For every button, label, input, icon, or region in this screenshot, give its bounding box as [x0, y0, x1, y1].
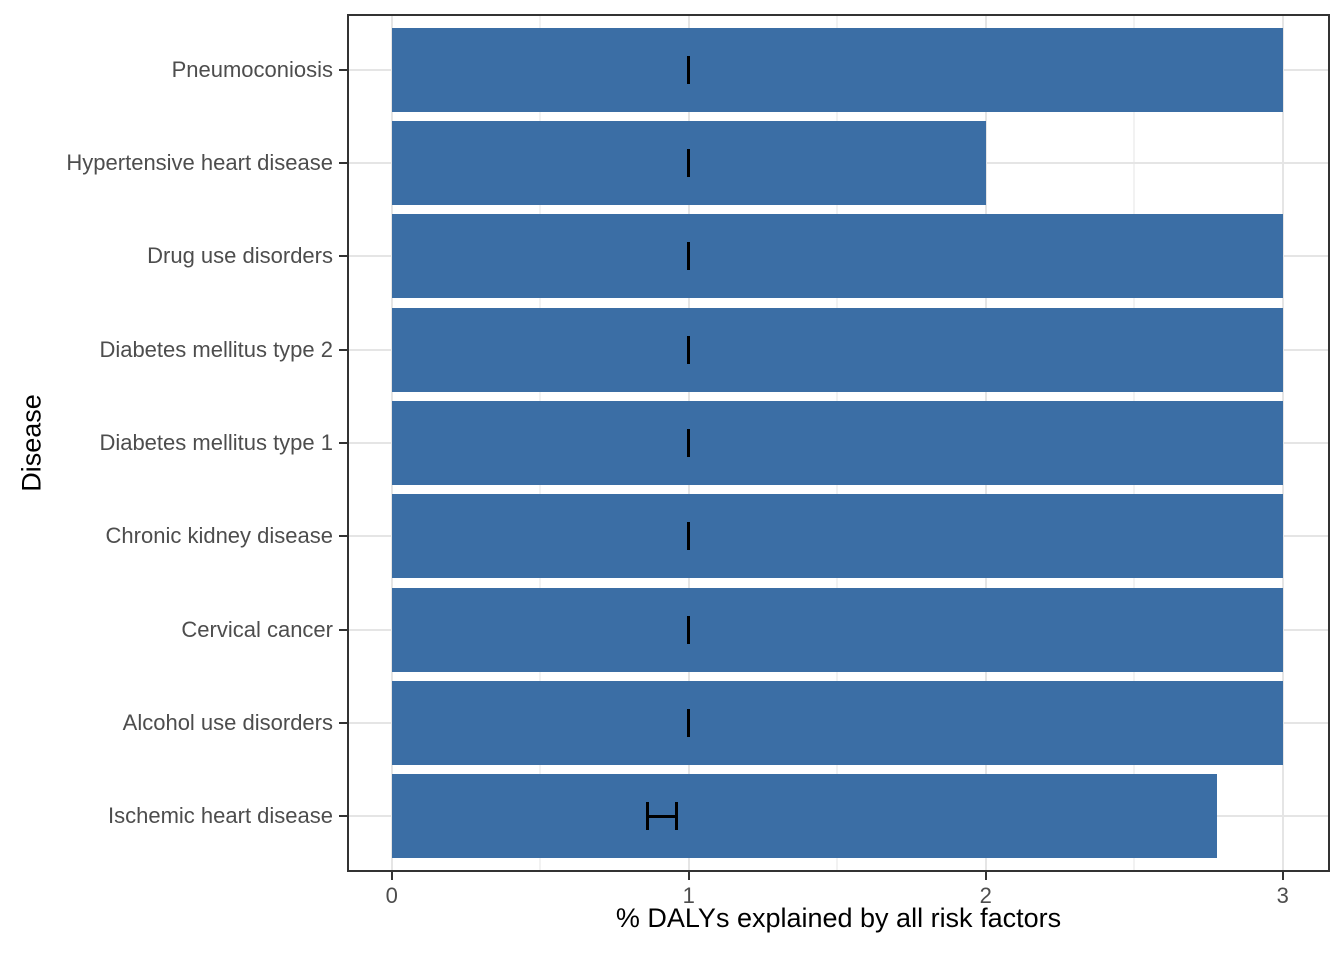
error-bar-cap-low: [687, 55, 691, 84]
y-axis-tick: [339, 348, 347, 351]
error-bar-cap-low: [687, 708, 691, 737]
error-bar-cap-low: [687, 149, 691, 178]
plot-panel: [347, 14, 1330, 872]
error-bar-cap-low: [687, 335, 691, 364]
x-axis-tick: [1281, 872, 1284, 880]
y-axis-tick: [339, 162, 347, 165]
x-tick-label: 3: [1276, 883, 1289, 908]
y-tick-label: Pneumoconiosis: [171, 56, 333, 82]
y-tick-label: Diabetes mellitus type 2: [99, 336, 333, 362]
x-axis-title: % DALYs explained by all risk factors: [615, 903, 1062, 933]
x-tick-label: 2: [979, 883, 992, 908]
bar-5: [391, 400, 1283, 485]
error-bar-cap-low: [687, 522, 691, 551]
y-tick-label: Ischemic heart disease: [108, 803, 333, 829]
bar-1: [391, 27, 1283, 112]
x-axis-tick: [984, 872, 987, 880]
error-bar-cap-high: [675, 802, 679, 831]
y-axis-tick: [339, 441, 347, 444]
y-axis-tick: [339, 535, 347, 538]
x-axis-tick: [390, 872, 393, 880]
error-bar-cap-low: [687, 428, 691, 457]
y-axis-tick: [339, 255, 347, 258]
y-tick-label: Alcohol use disorders: [122, 709, 333, 735]
y-axis-tick: [339, 721, 347, 724]
y-axis-tick: [339, 68, 347, 71]
bar-4: [391, 307, 1283, 392]
error-bar-line: [647, 814, 677, 818]
x-tick-label: 0: [385, 883, 398, 908]
y-tick-label: Diabetes mellitus type 1: [99, 429, 333, 455]
y-axis-tick: [339, 628, 347, 631]
bar-6: [391, 494, 1283, 579]
y-axis-tick: [339, 815, 347, 818]
bar-3: [391, 214, 1283, 299]
bar-8: [391, 680, 1283, 765]
y-tick-label: Cervical cancer: [181, 616, 333, 642]
y-tick-label: Hypertensive heart disease: [66, 150, 333, 176]
error-bar-cap-low: [687, 242, 691, 271]
x-axis-tick: [687, 872, 690, 880]
error-bar-cap-low: [687, 615, 691, 644]
x-tick-label: 1: [682, 883, 695, 908]
bar-9: [391, 774, 1218, 859]
y-tick-label: Drug use disorders: [147, 243, 333, 269]
y-tick-label: Chronic kidney disease: [105, 523, 333, 549]
bar-7: [391, 587, 1283, 672]
